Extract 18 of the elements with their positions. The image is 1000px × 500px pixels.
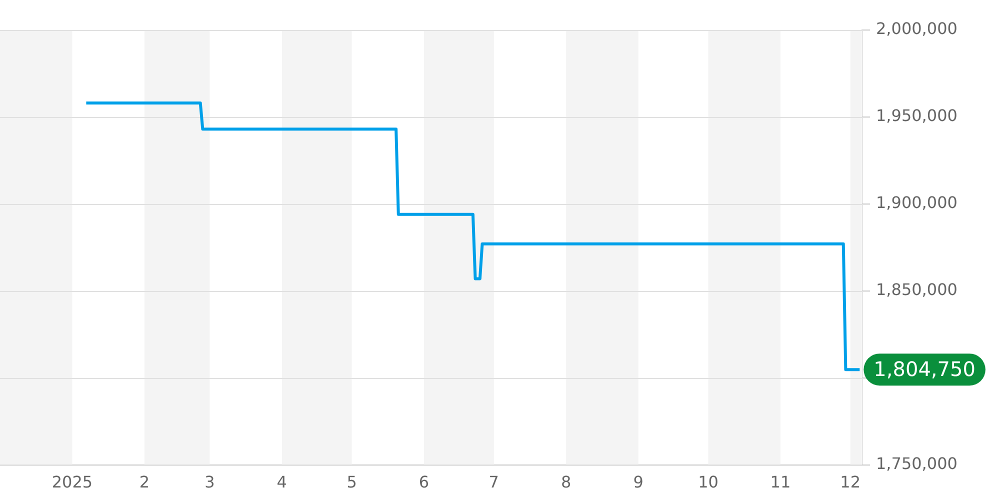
x-tick-label: 9	[633, 472, 644, 492]
annotation: 1,804,750	[874, 356, 976, 381]
y-tick-label: 2,000,000	[876, 19, 958, 38]
x-tick-label: 6	[418, 472, 430, 492]
y-tick-label: 1,850,000	[876, 280, 958, 300]
y-tick-label: 1,900,000	[876, 193, 958, 212]
x-tick-label: 4	[276, 472, 287, 492]
x-tick-label: 12	[840, 472, 861, 492]
x-tick-label: 5	[346, 472, 357, 492]
x-tick-label: 2025	[52, 472, 93, 492]
x-tick-label: 8	[561, 472, 572, 492]
y-tick-label: 1,950,000	[876, 106, 958, 126]
x-tick-label: 11	[770, 472, 791, 492]
x-tick-label: 3	[204, 472, 215, 492]
x-tick-label: 2	[139, 472, 150, 492]
x-tick-label: 7	[488, 472, 499, 492]
y-tick-label: 1,750,000	[876, 454, 958, 473]
x-tick-label: 10	[698, 472, 718, 492]
